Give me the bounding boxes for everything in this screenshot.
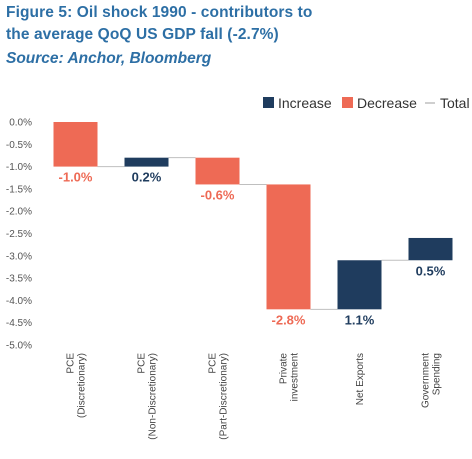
category-label-line: Net Exports [355, 353, 366, 405]
data-label: -2.8% [272, 312, 306, 327]
data-labels-group: -1.0% 0.2% -0.6% -2.8% 1.1% 0.5% [59, 170, 446, 328]
decrease-bar [53, 122, 98, 167]
legend-decrease-label: Decrease [357, 95, 417, 111]
y-tick-label: -1.5% [6, 184, 32, 195]
category-label-line: Spending [432, 353, 443, 395]
y-tick-label: -2.0% [6, 207, 32, 218]
increase-bar [408, 237, 453, 261]
legend-increase-label: Increase [278, 95, 332, 111]
y-tick-label: -5.0% [6, 341, 32, 352]
category-label: PCE (Discretionary) [66, 353, 88, 418]
chart-legend: Increase Decrease Total [263, 95, 470, 111]
chart-title-line-1: Figure 5: Oil shock 1990 - contributors … [6, 4, 313, 21]
category-label-line: Private [279, 353, 290, 385]
y-tick-label: 0.0% [9, 118, 32, 129]
data-label: -0.6% [201, 187, 235, 202]
chart-title-line-2: the average QoQ US GDP fall (-2.7%) [6, 26, 279, 43]
y-tick-label: -1.0% [6, 162, 32, 173]
category-label: PCE (Part-Discretionary) [208, 353, 230, 440]
y-tick-label: -4.5% [6, 318, 32, 329]
category-label-line: (Non-Discretionary) [148, 353, 159, 440]
bars-group [53, 122, 453, 310]
x-axis: PCE (Discretionary) PCE (Non-Discretionary)… [66, 353, 443, 440]
category-label-line: (Discretionary) [77, 353, 88, 418]
legend-decrease-swatch [342, 97, 353, 108]
data-label: -1.0% [59, 170, 93, 185]
decrease-bar [266, 184, 311, 310]
y-tick-label: -3.0% [6, 251, 32, 262]
category-label-line: PCE [208, 353, 219, 374]
data-label: 0.5% [416, 263, 446, 278]
connector-lines [97, 157, 409, 310]
y-tick-label: -2.5% [6, 229, 32, 240]
legend-increase-swatch [263, 97, 274, 108]
category-label: Government Spending [421, 353, 443, 408]
chart-title: Figure 5: Oil shock 1990 - contributors … [6, 2, 313, 46]
category-label: PCE (Non-Discretionary) [137, 353, 159, 440]
data-label: 0.2% [132, 170, 162, 185]
decrease-bar [195, 157, 240, 185]
legend-total-label: Total [440, 95, 470, 111]
y-tick-label: -3.5% [6, 274, 32, 285]
category-label: Net Exports [355, 353, 366, 405]
increase-bar [124, 157, 169, 167]
category-label-line: investment [290, 353, 301, 402]
chart-source: Source: Anchor, Bloomberg [6, 50, 212, 67]
category-label-line: Government [421, 353, 432, 408]
category-label-line: PCE [66, 353, 77, 374]
increase-bar [337, 260, 382, 310]
category-label-line: PCE [137, 353, 148, 374]
category-label: Private investment [279, 353, 301, 402]
y-tick-label: -0.5% [6, 140, 32, 151]
data-label: 1.1% [345, 312, 375, 327]
category-label-line: (Part-Discretionary) [219, 353, 230, 440]
y-tick-label: -4.0% [6, 296, 32, 307]
y-axis: 0.0% -0.5% -1.0% -1.5% -2.0% -2.5% -3.0% -3.5% -… [6, 118, 32, 352]
